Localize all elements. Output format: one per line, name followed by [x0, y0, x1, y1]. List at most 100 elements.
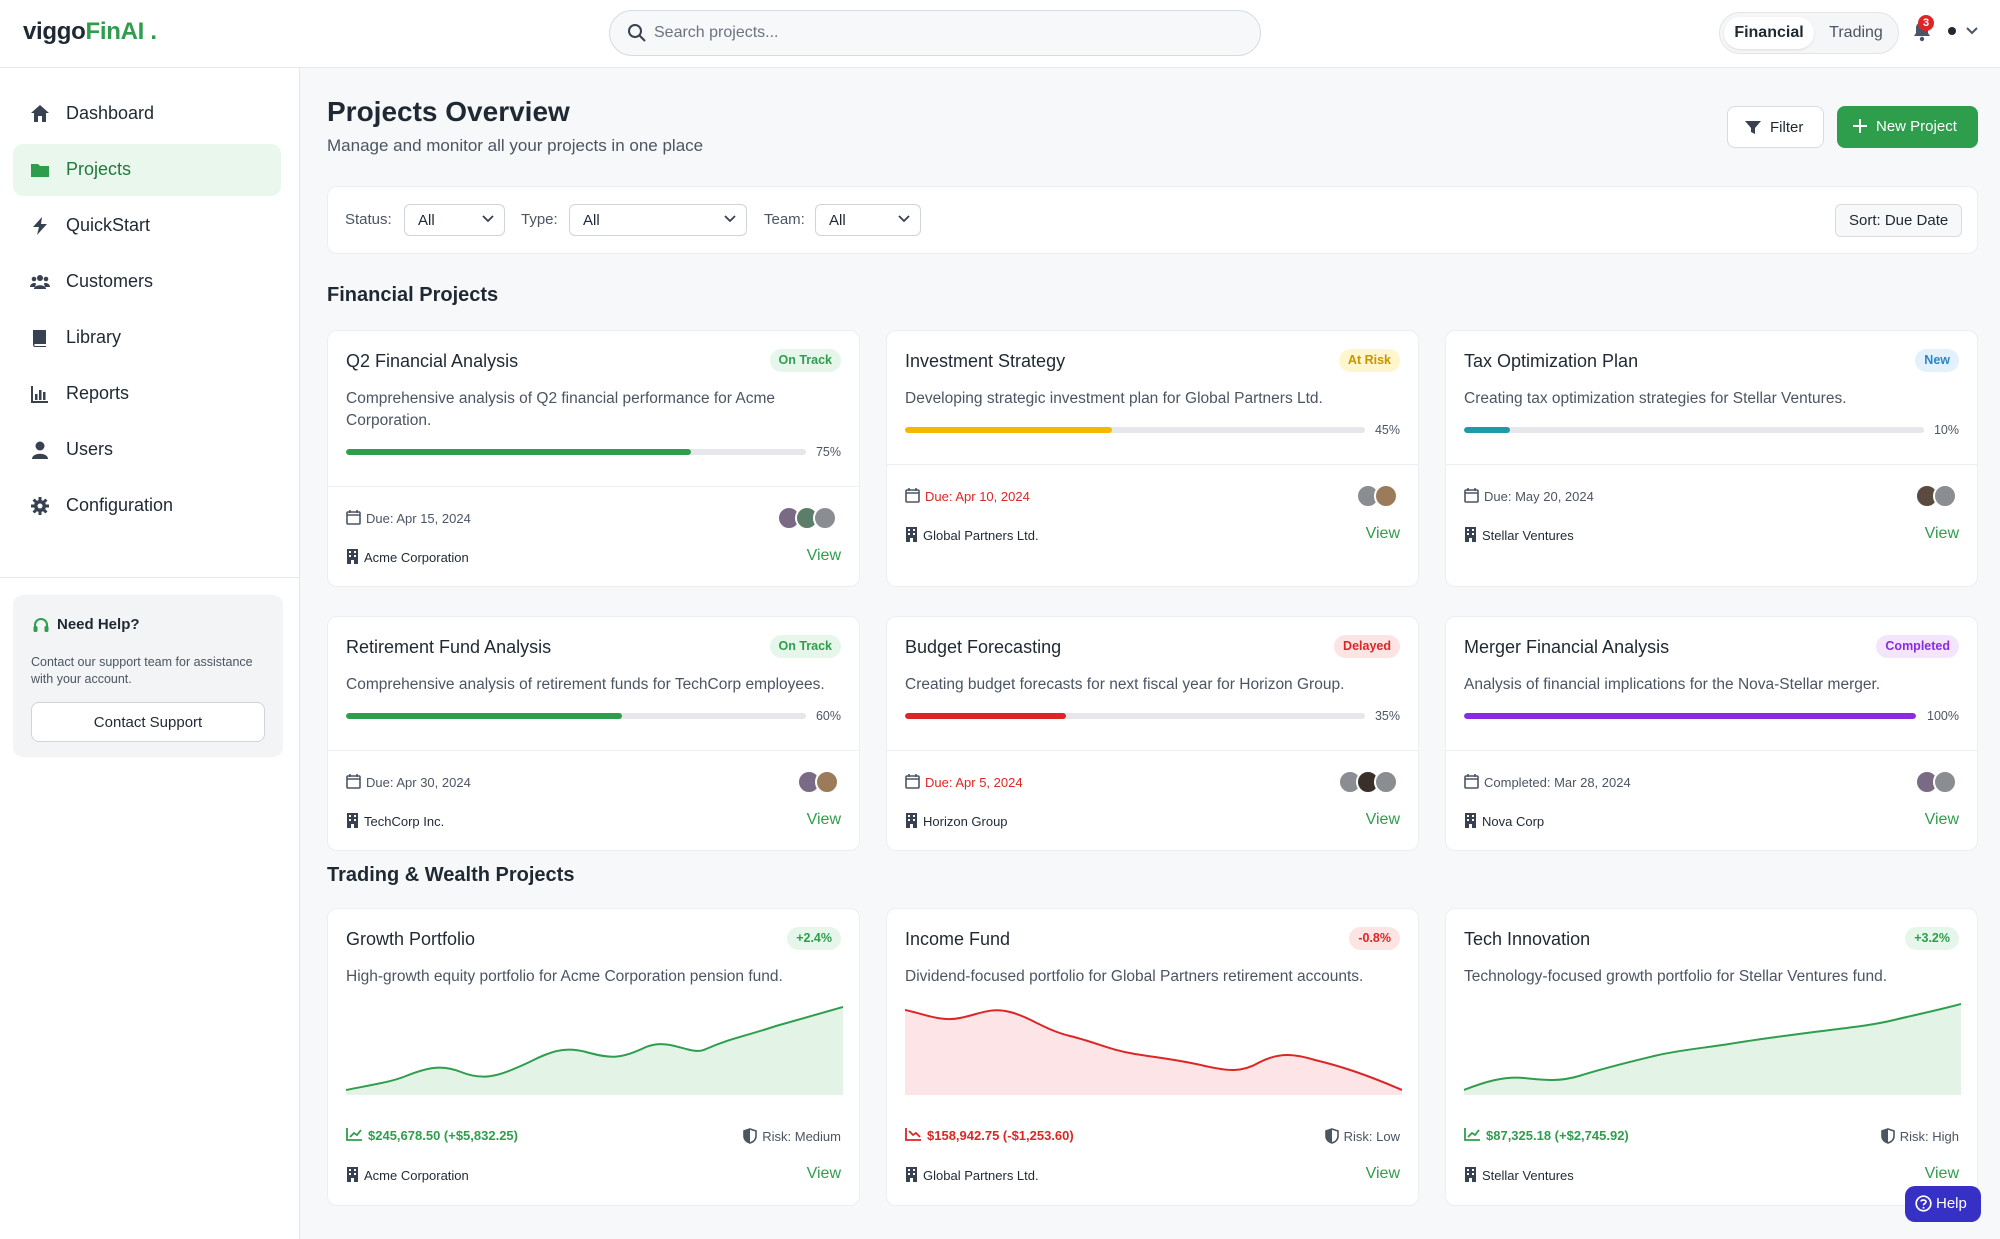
project-description: Creating tax optimization strategies for… [1464, 390, 1847, 407]
calendar-icon [346, 774, 361, 789]
card-divider [887, 750, 1418, 751]
trend-up-icon [346, 1128, 362, 1141]
team-label: Team: [764, 211, 805, 228]
sidebar-item-library[interactable]: Library [13, 312, 281, 364]
filter-button[interactable]: Filter [1727, 106, 1824, 148]
portfolio-card: Growth Portfolio +2.4% High-growth equit… [327, 908, 860, 1206]
card-divider [887, 464, 1418, 465]
avatar [1374, 770, 1398, 794]
team-avatars[interactable] [1915, 770, 1959, 794]
search-icon [628, 24, 646, 42]
shield-icon [1880, 1128, 1895, 1144]
top-bar: viggoFinAI . Financial Trading 3 [0, 0, 2000, 68]
help-description: Contact our support team for assistance … [31, 655, 253, 686]
new-project-button[interactable]: New Project [1837, 106, 1978, 148]
search-box[interactable] [609, 10, 1261, 56]
sidebar-item-users[interactable]: Users [13, 424, 281, 476]
sidebar-item-projects[interactable]: Projects [13, 144, 281, 196]
avatar [1933, 484, 1957, 508]
view-link[interactable]: View [1924, 525, 1959, 542]
mode-financial[interactable]: Financial [1724, 17, 1814, 49]
portfolio-card: Income Fund -0.8% Dividend-focused portf… [886, 908, 1419, 1206]
search-input[interactable] [654, 11, 1244, 55]
avatar [813, 506, 837, 530]
calendar-icon [905, 774, 920, 789]
project-title: Retirement Fund Analysis [346, 637, 552, 657]
sidebar-item-label: QuickStart [66, 215, 151, 235]
status-select[interactable]: All [404, 204, 505, 236]
type-select[interactable]: All [569, 204, 747, 236]
shield-icon [1324, 1128, 1339, 1144]
home-icon [31, 105, 49, 122]
status-label: Status: [345, 211, 392, 228]
risk-level: Risk: Medium [743, 1128, 841, 1144]
book-icon [33, 330, 46, 347]
status-badge: New [1915, 349, 1959, 372]
card-divider [1446, 750, 1977, 751]
view-link[interactable]: View [806, 547, 841, 564]
filter-button-label: Filter [1770, 119, 1804, 136]
progress-percent: 35% [1374, 709, 1400, 723]
sidebar-item-label: Reports [66, 383, 130, 403]
view-link[interactable]: View [1365, 525, 1400, 542]
folder-icon [31, 164, 49, 177]
sparkline-chart [346, 1006, 843, 1095]
sidebar-divider [0, 577, 300, 578]
sort-button[interactable]: Sort: Due Date [1835, 204, 1962, 237]
page-title: Projects Overview [327, 96, 570, 127]
bolt-icon [33, 217, 47, 235]
view-link[interactable]: View [1924, 811, 1959, 828]
project-title: Budget Forecasting [905, 637, 1062, 657]
view-link[interactable]: View [806, 811, 841, 828]
status-badge: On Track [769, 349, 841, 372]
view-link[interactable]: View [806, 1165, 841, 1182]
team-avatars[interactable] [797, 770, 841, 794]
plus-icon [1853, 119, 1867, 133]
shield-icon [743, 1128, 758, 1144]
gear-icon [31, 497, 49, 515]
card-divider [328, 750, 859, 751]
avatar [815, 770, 839, 794]
view-link[interactable]: View [1365, 811, 1400, 828]
calendar-icon [1464, 774, 1479, 789]
sidebar-item-configuration[interactable]: Configuration [13, 480, 281, 532]
portfolio-title: Income Fund [905, 929, 1011, 949]
progress-percent: 100% [1927, 709, 1959, 723]
contact-support-button[interactable]: Contact Support [31, 702, 265, 742]
help-button[interactable]: Help [1905, 1186, 1981, 1222]
sidebar-item-label: Customers [66, 271, 154, 291]
team-avatars[interactable] [1338, 770, 1400, 794]
change-badge: +3.2% [1905, 927, 1959, 950]
project-description: Comprehensive analysis of retirement fun… [346, 676, 825, 693]
sidebar-item-quickstart[interactable]: QuickStart [13, 200, 281, 252]
progress-bar [1464, 713, 1916, 719]
section-title-financial: Financial Projects [327, 284, 499, 306]
building-icon [906, 527, 917, 542]
team-avatars[interactable] [1915, 484, 1959, 508]
team-avatars[interactable] [777, 506, 841, 530]
sidebar-item-dashboard[interactable]: Dashboard [13, 88, 281, 140]
project-title: Investment Strategy [905, 351, 1066, 371]
sidebar-item-reports[interactable]: Reports [13, 368, 281, 420]
building-icon [1465, 527, 1476, 542]
view-link[interactable]: View [1924, 1165, 1959, 1182]
notification-badge: 3 [1918, 15, 1934, 31]
team-select[interactable]: All [815, 204, 921, 236]
project-description: Comprehensive analysis of Q2 financial p… [346, 390, 776, 429]
team-avatars[interactable] [1356, 484, 1400, 508]
sidebar-item-customers[interactable]: Customers [13, 256, 281, 308]
user-menu[interactable] [1947, 24, 1981, 43]
risk-level: Risk: High [1880, 1128, 1959, 1144]
calendar-icon [1464, 488, 1479, 503]
building-icon [347, 549, 358, 564]
portfolio-card: Tech Innovation +3.2% Technology-focused… [1445, 908, 1978, 1206]
sparkline-chart [905, 1009, 1402, 1095]
app-logo[interactable]: viggoFinAI . [23, 18, 157, 45]
project-card: Q2 Financial Analysis On Track Comprehen… [327, 330, 860, 587]
view-link[interactable]: View [1365, 1165, 1400, 1182]
mode-trading[interactable]: Trading [1829, 24, 1883, 41]
chevron-down-icon [482, 215, 494, 223]
progress-bar [1464, 427, 1924, 433]
sidebar-item-label: Dashboard [66, 103, 155, 123]
portfolio-description: High-growth equity portfolio for Acme Co… [346, 968, 783, 985]
